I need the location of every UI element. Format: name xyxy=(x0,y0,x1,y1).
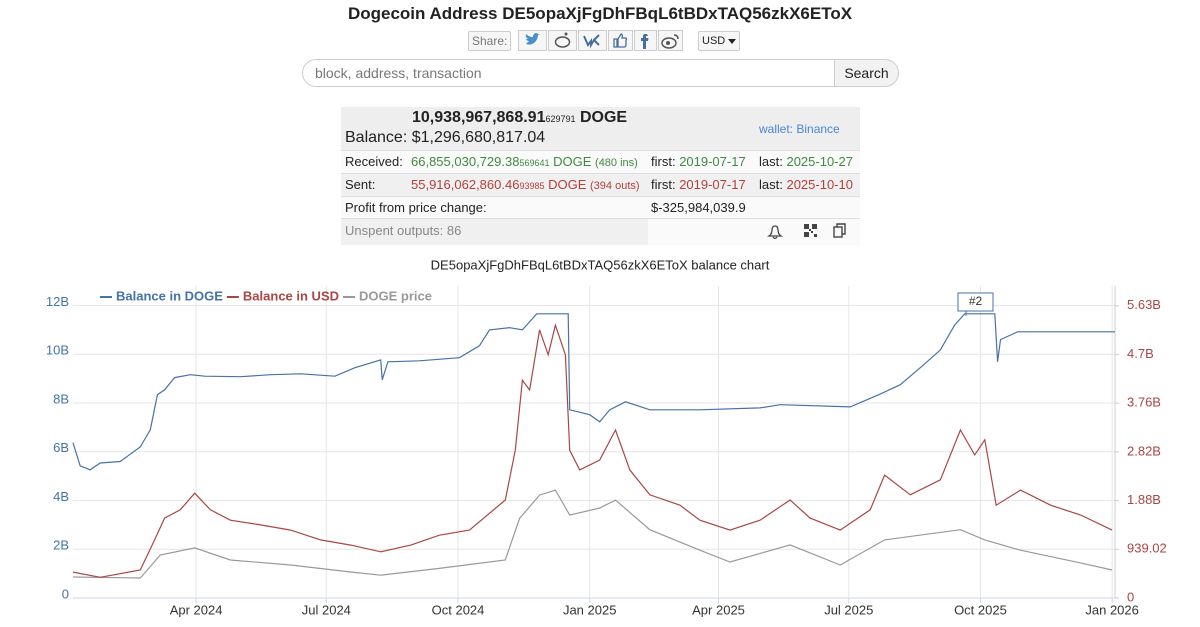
legend-label[interactable]: Balance in DOGE xyxy=(116,288,223,303)
profit-row: Profit from price change: $-325,984,039.… xyxy=(341,196,860,219)
copy-icon[interactable] xyxy=(833,223,846,238)
received-amount: 66,855,030,729.38 xyxy=(411,154,520,169)
share-facebook[interactable] xyxy=(634,30,657,51)
y-tick-label: 10B xyxy=(46,343,69,358)
received-count: (480 ins) xyxy=(595,157,638,169)
y2-tick-label: 3.76B xyxy=(1127,395,1161,410)
y-tick-label: 0 xyxy=(62,586,69,601)
last-date: 2025-10-10 xyxy=(786,177,853,192)
balance-usd: $1,296,680,817.04 xyxy=(411,129,546,146)
balance-doge: 10,938,967,868.91 xyxy=(412,109,546,126)
balance-unit: DOGE xyxy=(579,109,628,126)
currency-label: USD xyxy=(702,35,726,47)
share-icons xyxy=(518,30,683,51)
y-tick-label: 4B xyxy=(53,489,69,504)
received-fraction: 569641 xyxy=(519,158,550,168)
x-tick-label: Oct 2024 xyxy=(432,602,485,617)
y2-tick-label: 939.02 xyxy=(1127,541,1167,556)
balance-doge-fraction: 629791 xyxy=(545,114,576,124)
qr-icon[interactable] xyxy=(804,224,817,237)
received-label: Received: xyxy=(345,154,403,169)
last-date: 2025-10-27 xyxy=(786,154,853,169)
search-input[interactable]: block, address, transaction xyxy=(302,59,835,87)
received-unit: DOGE xyxy=(553,154,592,169)
first-label: first: xyxy=(651,154,676,169)
sent-label: Sent: xyxy=(345,177,376,192)
sent-amount: 55,916,062,860.46 xyxy=(411,177,520,192)
series-line xyxy=(72,489,1113,579)
page-title: Dogecoin Address DE5opaXjFgDhFBqL6tBDxTA… xyxy=(347,4,853,23)
sent-unit: DOGE xyxy=(548,177,587,192)
received-amount-line: 66,855,030,729.38569641 DOGE (480 ins) xyxy=(411,154,638,169)
first-date: 2019-07-17 xyxy=(679,177,746,192)
legend-label[interactable]: DOGE price xyxy=(359,288,432,303)
profit-label: Profit from price change: xyxy=(345,200,487,215)
sent-count: (394 outs) xyxy=(590,180,640,192)
share-twitter[interactable] xyxy=(518,30,547,51)
last-label: last: xyxy=(759,177,783,192)
first-date: 2019-07-17 xyxy=(679,154,746,169)
chart: DE5opaXjFgDhFBqL6tBDxTAQ56zkX6EToX balan… xyxy=(46,257,1167,617)
y-tick-label: 8B xyxy=(53,391,69,406)
unspent-outputs: Unspent outputs: 86 xyxy=(345,223,462,238)
y2-tick-label: 1.88B xyxy=(1127,492,1161,507)
first-label: first: xyxy=(651,177,676,192)
x-tick-label: Jul 2025 xyxy=(824,602,873,617)
dropdown-arrow xyxy=(728,39,737,44)
last-label: last: xyxy=(759,154,783,169)
sent-amount-line: 55,916,062,860.4693985 DOGE (394 outs) xyxy=(411,177,640,192)
x-tick-label: Oct 2025 xyxy=(954,602,1007,617)
x-tick-label: Jan 2026 xyxy=(1085,602,1139,617)
share-reddit[interactable] xyxy=(548,30,577,51)
x-tick-label: Jan 2025 xyxy=(563,602,617,617)
y-tick-label: 6B xyxy=(53,440,69,455)
unspent-row: Unspent outputs: 86 xyxy=(341,218,860,245)
balance-row: 10,938,967,868.91629791 DOGE Balance: $1… xyxy=(341,107,860,150)
annotation-box xyxy=(957,292,994,312)
share-label: Share: xyxy=(468,31,512,51)
y2-tick-label: 4.7B xyxy=(1127,346,1154,361)
balance-label: Balance: xyxy=(345,129,408,146)
series-line xyxy=(72,323,1113,578)
series-line xyxy=(72,313,1115,471)
tools xyxy=(648,219,860,245)
sent-row: Sent: 55,916,062,860.4693985 DOGE (394 o… xyxy=(341,173,860,197)
search-button[interactable]: Search xyxy=(834,59,899,87)
received-first: first: 2019-07-17 xyxy=(651,154,746,169)
y2-tick-label: 0 xyxy=(1127,589,1134,604)
y2-tick-label: 5.63B xyxy=(1127,297,1161,312)
alert-icon[interactable] xyxy=(766,225,784,240)
share-like[interactable] xyxy=(608,30,633,51)
received-last: last: 2025-10-27 xyxy=(759,154,853,169)
y2-tick-label: 2.82B xyxy=(1127,443,1161,458)
y-tick-label: 12B xyxy=(46,294,69,309)
share-vk[interactable] xyxy=(578,30,607,51)
chart-title: DE5opaXjFgDhFBqL6tBDxTAQ56zkX6EToX balan… xyxy=(431,257,770,272)
balance-usd-line: Balance: $1,296,680,817.04 xyxy=(345,129,545,147)
currency-select[interactable]: USD xyxy=(698,31,741,51)
received-row: Received: 66,855,030,729.38569641 DOGE (… xyxy=(341,150,860,174)
share-weibo[interactable] xyxy=(658,30,683,51)
sent-first: first: 2019-07-17 xyxy=(651,177,746,192)
x-tick-label: Jul 2024 xyxy=(302,602,351,617)
profit-value: $-325,984,039.9 xyxy=(651,200,746,215)
legend-label[interactable]: Balance in USD xyxy=(243,288,339,303)
sent-last: last: 2025-10-10 xyxy=(759,177,853,192)
sent-fraction: 93985 xyxy=(519,181,545,191)
x-tick-label: Apr 2025 xyxy=(692,602,745,617)
y-tick-label: 2B xyxy=(53,538,69,553)
x-tick-label: Apr 2024 xyxy=(170,602,223,617)
balance-doge-line: 10,938,967,868.91629791 DOGE xyxy=(412,109,627,127)
wallet-link[interactable]: wallet: Binance xyxy=(759,122,840,136)
annotation-label: #2 xyxy=(969,294,983,308)
